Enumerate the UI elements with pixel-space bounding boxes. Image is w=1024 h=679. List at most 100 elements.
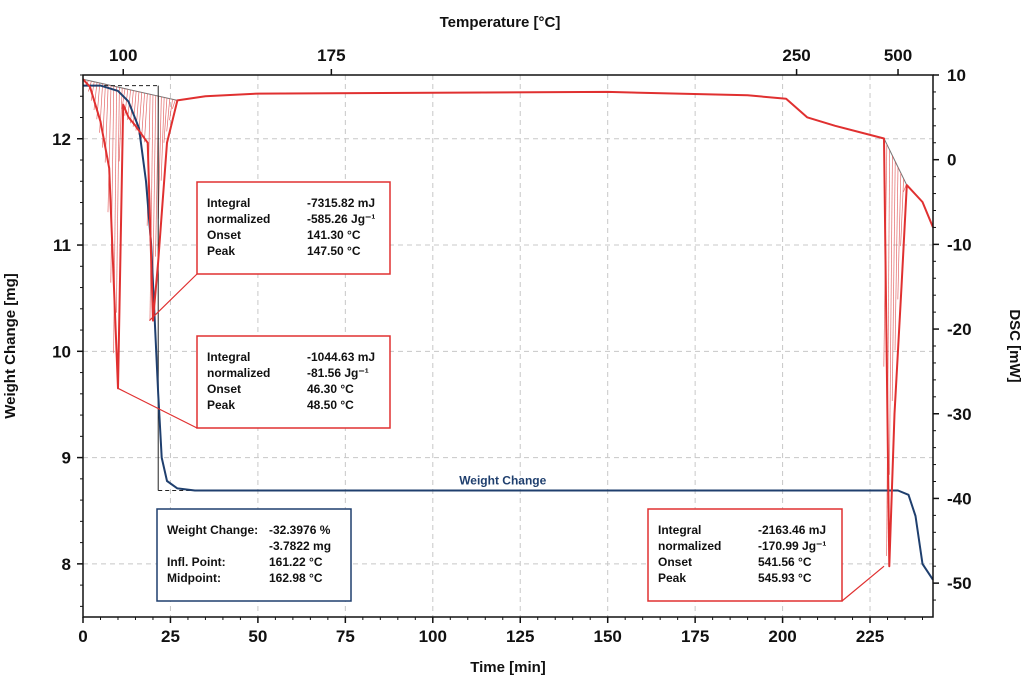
annotation-row-value: 161.22 °C <box>269 555 323 569</box>
x-tick-label: 150 <box>594 627 622 646</box>
hatch-line <box>118 88 123 162</box>
hatch-line <box>900 178 904 247</box>
annotation-row-label: Peak <box>207 244 235 258</box>
peak-integration-hatching <box>82 78 908 557</box>
annotation-row-value: 545.93 °C <box>758 571 812 585</box>
hatch-line <box>107 85 112 213</box>
x-tick-label: 25 <box>161 627 180 646</box>
annotation-row-value: -585.26 Jg⁻¹ <box>307 212 375 226</box>
annotation-row-label: Onset <box>658 555 692 569</box>
annotation-row-value: 162.98 °C <box>269 571 323 585</box>
annotation-row-value: 48.50 °C <box>307 398 354 412</box>
x-tick-label: 125 <box>506 627 534 646</box>
hatch-line <box>152 95 157 289</box>
annotations: Integral -7315.82 mJ normalized -585.26 Jg⁻… <box>117 181 885 602</box>
hatch-line <box>886 149 890 557</box>
hatch-line <box>158 96 162 219</box>
y-left-tick-label: 9 <box>62 449 71 468</box>
hatch-line <box>160 97 165 181</box>
axes: 0 25 50 75 100 125 150 175 200 225 100 175 250 500 8 9 1… <box>52 46 972 646</box>
hatch-line <box>144 93 148 143</box>
annotation-row-value: -7315.82 mJ <box>307 196 375 210</box>
x-top-tick-label: 500 <box>884 46 912 65</box>
x-top-axis-title: Temperature [°C] <box>440 14 561 31</box>
x-tick-label: 100 <box>419 627 447 646</box>
annotation-row-value: -1044.63 mJ <box>307 350 375 364</box>
annotation-row-value: -81.56 Jg⁻¹ <box>307 366 369 380</box>
annotation-row-label: Integral <box>207 350 250 364</box>
annotation-row-label: Infl. Point: <box>167 555 226 569</box>
hatch-line <box>141 93 145 139</box>
y-left-tick-label: 8 <box>62 555 71 574</box>
hatch-line <box>93 82 98 111</box>
grid <box>83 75 933 617</box>
hatch-line <box>149 94 154 321</box>
hatch-line <box>166 98 171 132</box>
annotation-row-label: Integral <box>658 523 701 537</box>
annotation-row-label: normalized <box>207 366 270 380</box>
y-left-tick-label: 10 <box>52 342 71 361</box>
integration-baseline <box>82 78 178 101</box>
annotation-row-label: Peak <box>658 571 686 585</box>
x-axis-title: Time [min] <box>470 659 546 676</box>
annotation-row-value: -32.3976 % <box>269 523 331 537</box>
y-right-tick-label: -10 <box>947 235 972 254</box>
x-tick-label: 75 <box>336 627 355 646</box>
x-tick-label: 200 <box>768 627 796 646</box>
dsc-line <box>82 78 934 568</box>
hatch-line <box>130 90 134 124</box>
annotation-leader-line <box>841 565 885 602</box>
x-tick-label: 175 <box>681 627 709 646</box>
x-top-tick-label: 175 <box>317 46 345 65</box>
annotation-peak-1-box <box>196 335 391 429</box>
annotation-row-value: -3.7822 mg <box>269 539 331 553</box>
annotation-leader-line <box>117 387 198 429</box>
annotation-row-label: normalized <box>207 212 270 226</box>
y-left-tick-label: 12 <box>52 130 71 149</box>
annotation-row-label: Weight Change: <box>167 523 258 537</box>
x-top-tick-label: 100 <box>109 46 137 65</box>
annotation-row-label: Midpoint: <box>167 571 221 585</box>
annotation-row-value: 541.56 °C <box>758 555 812 569</box>
hatch-line <box>169 99 173 121</box>
weight-change-series-label: Weight Change <box>459 474 546 488</box>
annotation-weight-step-box <box>156 508 352 602</box>
annotation-row-label: Peak <box>207 398 235 412</box>
hatch-line <box>116 87 120 313</box>
hatch-line <box>894 167 899 351</box>
annotation-row-value: -2163.46 mJ <box>758 523 826 537</box>
weight-change-line <box>83 84 934 581</box>
hatch-line <box>163 98 168 143</box>
hatch-line <box>897 172 902 300</box>
annotation-row-value: 46.30 °C <box>307 382 354 396</box>
annotation-row-label: Onset <box>207 382 241 396</box>
hatch-line <box>889 155 893 475</box>
x-tick-label: 50 <box>248 627 267 646</box>
y-right-tick-label: -30 <box>947 405 972 424</box>
hatch-line <box>132 91 137 127</box>
annotation-row-value: -170.99 Jg⁻¹ <box>758 539 826 553</box>
y-right-axis-title: DSC [mW] <box>1006 309 1023 382</box>
hatch-line <box>891 161 896 402</box>
x-tick-label: 225 <box>856 627 884 646</box>
annotation-row-value: 147.50 °C <box>307 244 361 258</box>
y-right-tick-label: -40 <box>947 489 972 508</box>
hatch-line <box>172 99 176 109</box>
annotation-row-value: 141.30 °C <box>307 228 361 242</box>
hatch-line <box>110 86 115 283</box>
annotation-row-label: Integral <box>207 196 250 210</box>
annotation-row-label: normalized <box>658 539 721 553</box>
y-right-tick-label: -20 <box>947 320 972 339</box>
y-right-tick-label: 10 <box>947 66 966 85</box>
annotation-leader-line <box>149 273 198 322</box>
y-right-tick-label: 0 <box>947 151 956 170</box>
y-left-tick-label: 11 <box>53 236 71 255</box>
y-left-axis-title: Weight Change [mg] <box>2 273 19 419</box>
x-top-tick-label: 250 <box>782 46 810 65</box>
annotation-peak-3-box <box>647 508 843 602</box>
y-right-tick-label: -50 <box>947 574 972 593</box>
annotation-peak-2-box <box>196 181 391 275</box>
series-lines: Weight Change <box>82 78 934 581</box>
annotation-row-label: Onset <box>207 228 241 242</box>
